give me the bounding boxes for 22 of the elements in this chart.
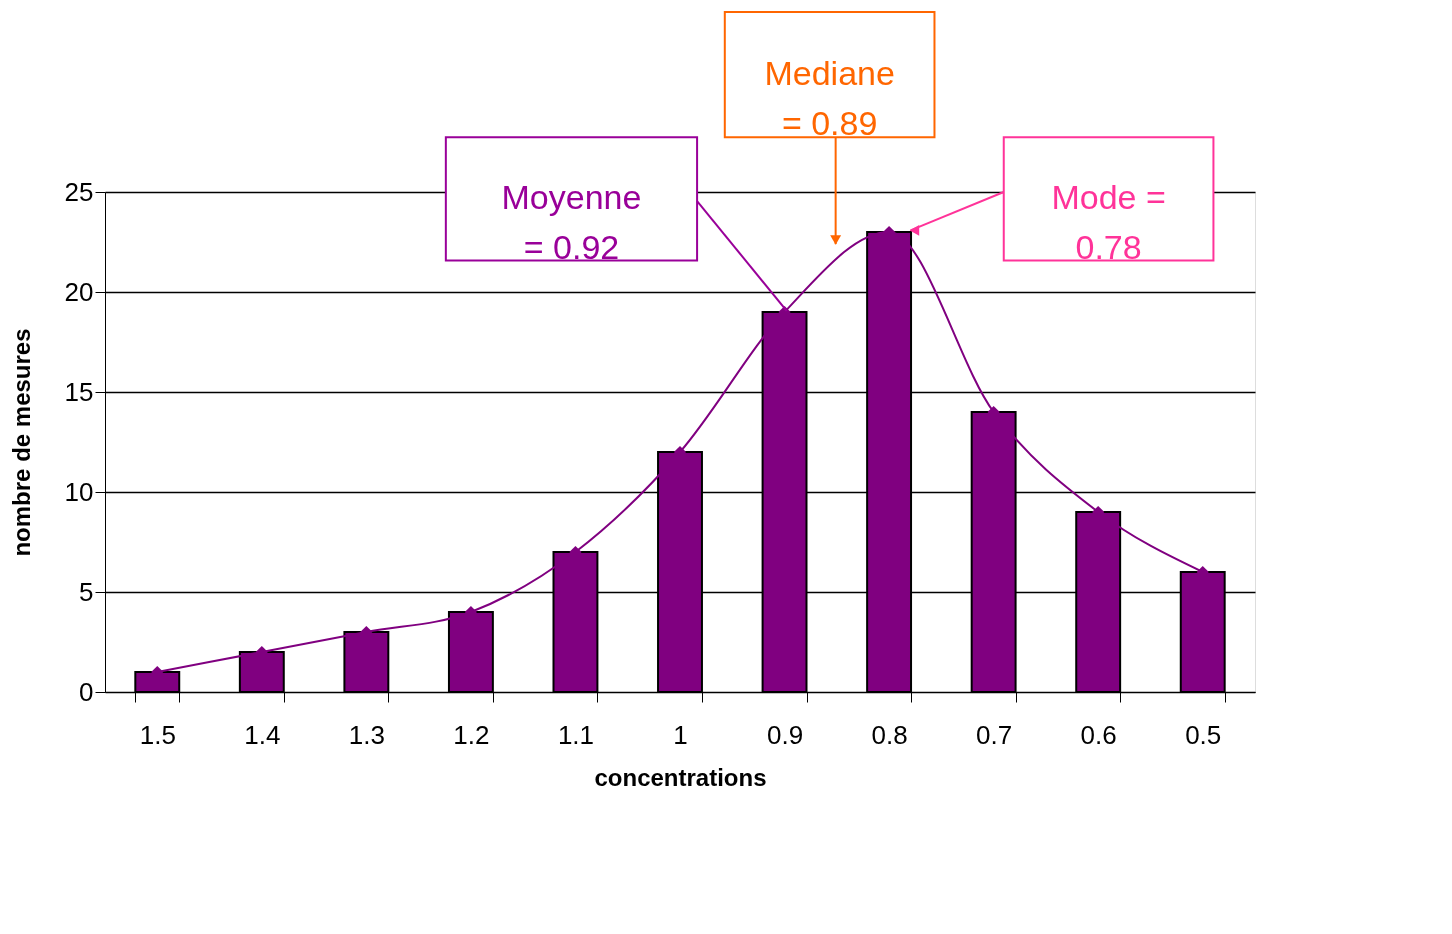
text: Mediane = 0.89	[764, 53, 895, 142]
y-axis-title: nombre de mesures	[7, 328, 35, 557]
x-tick-label: 1.5	[139, 719, 176, 750]
y-tick-label: 10	[64, 476, 94, 507]
x-tick-label: 1.4	[244, 719, 281, 750]
x-tick-label: 1	[673, 719, 688, 750]
annotation: Moyenne = 0.92	[501, 177, 642, 266]
x-tick-label: 1.2	[453, 719, 490, 750]
x-tick-label: 1.3	[348, 719, 385, 750]
x-tick-label: 0.5	[1185, 719, 1222, 750]
x-tick-label: 0.6	[1080, 719, 1117, 750]
x-axis-title: concentrations	[594, 763, 767, 791]
x-tick-label: 0.8	[871, 719, 908, 750]
y-tick-label: 20	[64, 276, 94, 307]
x-tick-label: 0.9	[766, 719, 804, 750]
y-tick-label: 25	[64, 176, 94, 207]
x-tick-label: 1.1	[557, 719, 595, 750]
y-tick-label: 15	[64, 376, 94, 407]
annotation: Mode = 0.78	[1051, 177, 1166, 266]
y-tick-label: 0	[79, 676, 94, 707]
x-tick-label: 0.7	[976, 719, 1013, 750]
y-tick-label: 5	[79, 576, 94, 607]
